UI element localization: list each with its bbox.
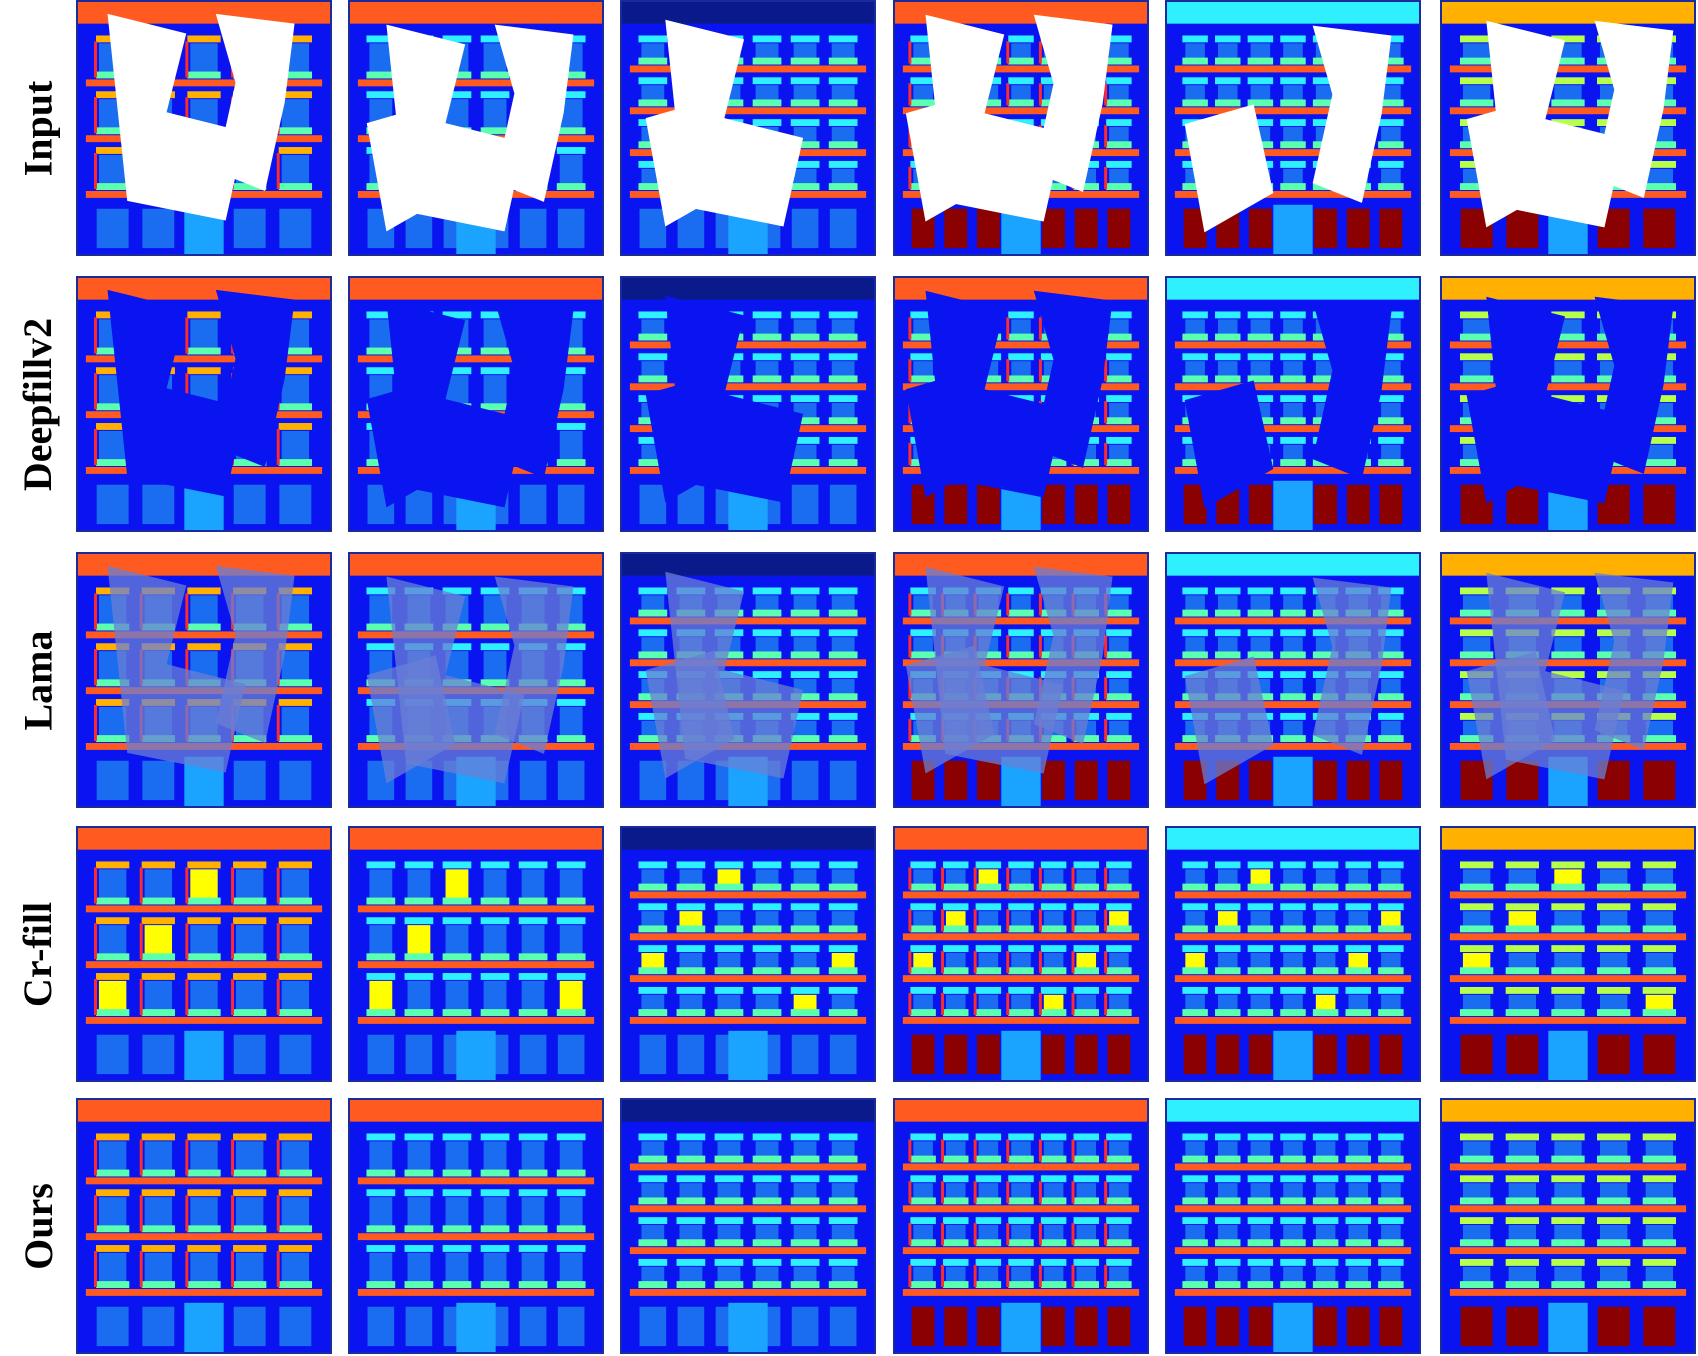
tile-ours-facade-6: [1440, 1098, 1696, 1354]
tile-input-facade-3: [620, 0, 876, 256]
tile-crfill-facade-5: [1165, 826, 1421, 1082]
tile-ours-facade-1: [76, 1098, 332, 1354]
lama-image: [78, 554, 330, 806]
tile-lama-facade-6: [1440, 552, 1696, 808]
tile-lama-facade-4: [893, 552, 1149, 808]
tile-crfill-facade-3: [620, 826, 876, 1082]
tile-lama-facade-3: [620, 552, 876, 808]
crfill-image: [622, 828, 874, 1080]
tile-ours-facade-5: [1165, 1098, 1421, 1354]
row-label-ours: Ours: [15, 1182, 61, 1270]
lama-image: [895, 554, 1147, 806]
row-label-input: Input: [15, 80, 61, 176]
tile-input-facade-2: [348, 0, 604, 256]
ours-image: [1167, 1100, 1419, 1352]
tile-ours-facade-2: [348, 1098, 604, 1354]
input-image: [1167, 2, 1419, 254]
tile-ours-facade-4: [893, 1098, 1149, 1354]
tile-deepfill-facade-2: [348, 276, 604, 532]
ours-image: [350, 1100, 602, 1352]
deepfill-image: [1167, 278, 1419, 530]
tile-deepfill-facade-6: [1440, 276, 1696, 532]
tile-deepfill-facade-1: [76, 276, 332, 532]
input-image: [350, 2, 602, 254]
input-image: [78, 2, 330, 254]
lama-image: [622, 554, 874, 806]
tile-crfill-facade-1: [76, 826, 332, 1082]
row-label-cr-fill: Cr-fill: [15, 901, 61, 1007]
tile-lama-facade-2: [348, 552, 604, 808]
ours-image: [78, 1100, 330, 1352]
lama-image: [350, 554, 602, 806]
tile-deepfill-facade-3: [620, 276, 876, 532]
crfill-image: [895, 828, 1147, 1080]
tile-input-facade-4: [893, 0, 1149, 256]
tile-input-facade-6: [1440, 0, 1696, 256]
deepfill-image: [622, 278, 874, 530]
input-image: [622, 2, 874, 254]
ours-image: [622, 1100, 874, 1352]
tile-input-facade-5: [1165, 0, 1421, 256]
deepfill-image: [350, 278, 602, 530]
deepfill-image: [78, 278, 330, 530]
lama-image: [1167, 554, 1419, 806]
row-label-deepfillv2: Deepfillv2: [15, 317, 61, 491]
lama-image: [1442, 554, 1694, 806]
input-image: [895, 2, 1147, 254]
input-image: [1442, 2, 1694, 254]
ours-image: [1442, 1100, 1694, 1352]
tile-crfill-facade-2: [348, 826, 604, 1082]
ours-image: [895, 1100, 1147, 1352]
tile-crfill-facade-6: [1440, 826, 1696, 1082]
row-label-lama: Lama: [15, 630, 61, 730]
tile-lama-facade-5: [1165, 552, 1421, 808]
tile-input-facade-1: [76, 0, 332, 256]
tile-lama-facade-1: [76, 552, 332, 808]
tile-deepfill-facade-5: [1165, 276, 1421, 532]
deepfill-image: [895, 278, 1147, 530]
crfill-image: [350, 828, 602, 1080]
deepfill-image: [1442, 278, 1694, 530]
crfill-image: [1167, 828, 1419, 1080]
crfill-image: [78, 828, 330, 1080]
tile-crfill-facade-4: [893, 826, 1149, 1082]
tile-deepfill-facade-4: [893, 276, 1149, 532]
tile-ours-facade-3: [620, 1098, 876, 1354]
crfill-image: [1442, 828, 1694, 1080]
